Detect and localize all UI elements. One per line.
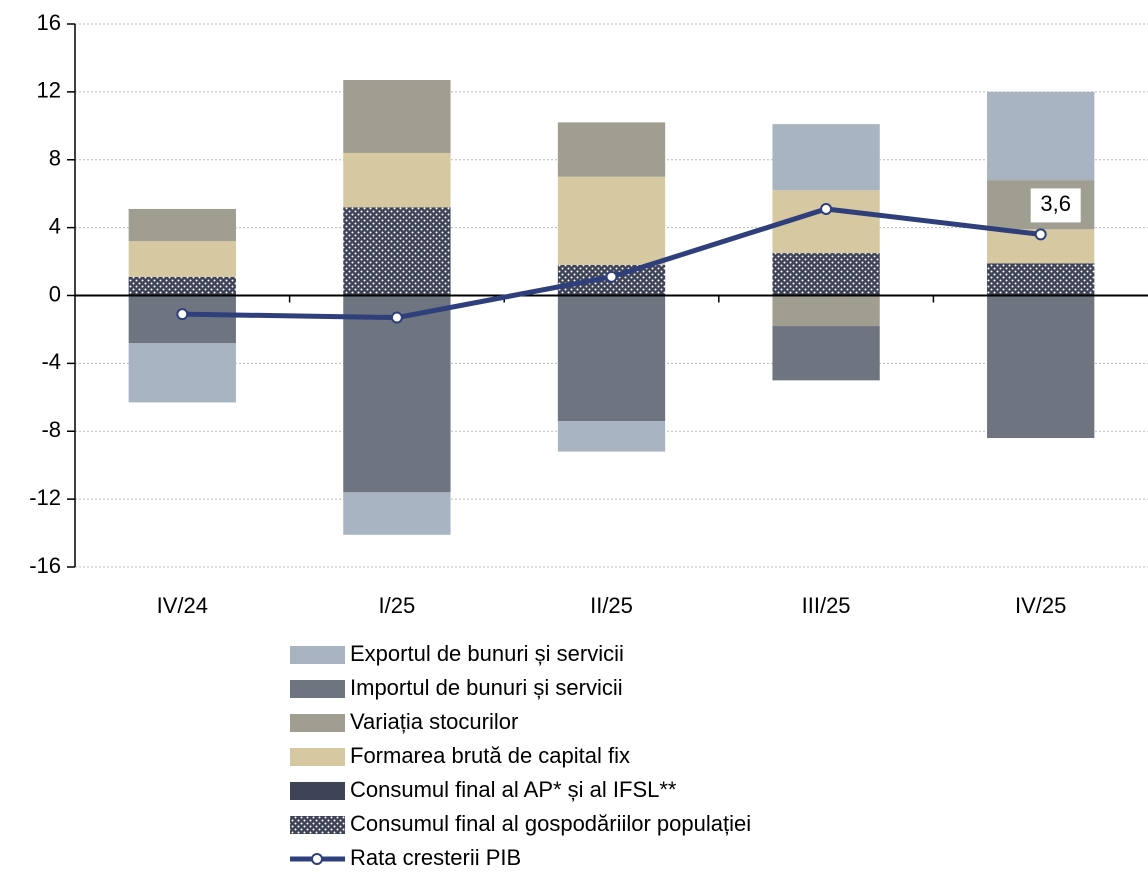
legend-label: Consumul final al AP* și al IFSL**: [350, 777, 677, 802]
bar: [987, 91, 1095, 181]
y-tick-label: 0: [49, 281, 61, 306]
y-tick-label: 12: [37, 78, 61, 103]
bar: [343, 79, 451, 153]
legend-label: Rata cresterii PIB: [350, 845, 521, 870]
point: [1034, 228, 1047, 241]
y-tick-label: 16: [37, 10, 61, 35]
bar: [557, 295, 666, 422]
legend-swatch: [290, 714, 345, 732]
bar: [557, 122, 666, 177]
bar: [557, 176, 666, 265]
data-label: 3,6: [1040, 191, 1071, 216]
y-tick-label: -12: [29, 485, 61, 510]
bar: [987, 263, 1095, 296]
legend-label: Exportul de bunuri și servicii: [350, 641, 624, 666]
bar: [128, 241, 236, 277]
bar: [343, 492, 451, 535]
point: [176, 308, 189, 321]
legend-label: Formarea brută de capital fix: [350, 743, 630, 768]
bar: [343, 207, 451, 296]
x-tick-label: II/25: [590, 593, 633, 618]
bar: [343, 295, 451, 493]
y-tick-label: -16: [29, 553, 61, 578]
point: [820, 202, 833, 215]
point: [605, 270, 618, 283]
y-tick-label: 8: [49, 146, 61, 171]
bar: [772, 326, 880, 381]
bar: [772, 295, 880, 327]
legend-swatch: [290, 680, 345, 698]
legend-swatch: [290, 816, 345, 834]
bar: [772, 253, 880, 296]
legend-swatch: [290, 646, 345, 664]
bar: [343, 152, 451, 208]
legend-swatch: [290, 748, 345, 766]
bar: [128, 343, 236, 403]
y-tick-label: 4: [49, 213, 61, 238]
legend-swatch: [311, 853, 323, 865]
y-tick-label: -8: [41, 417, 61, 442]
bar: [557, 421, 666, 452]
x-tick-label: III/25: [802, 593, 851, 618]
bar: [987, 295, 1095, 439]
y-tick-label: -4: [41, 349, 61, 374]
x-tick-label: IV/25: [1015, 593, 1066, 618]
label-bg: [1030, 188, 1081, 223]
bar: [128, 208, 236, 242]
legend-swatch: [290, 782, 345, 800]
x-tick-label: I/25: [379, 593, 416, 618]
x-tick-label: IV/24: [157, 593, 208, 618]
legend-label: Variația stocurilor: [350, 709, 518, 734]
point: [390, 311, 403, 324]
legend-label: Consumul final al gospodăriilor populați…: [350, 811, 751, 836]
legend-label: Importul de bunuri și servicii: [350, 675, 623, 700]
bar: [772, 124, 880, 191]
bar: [128, 276, 236, 296]
